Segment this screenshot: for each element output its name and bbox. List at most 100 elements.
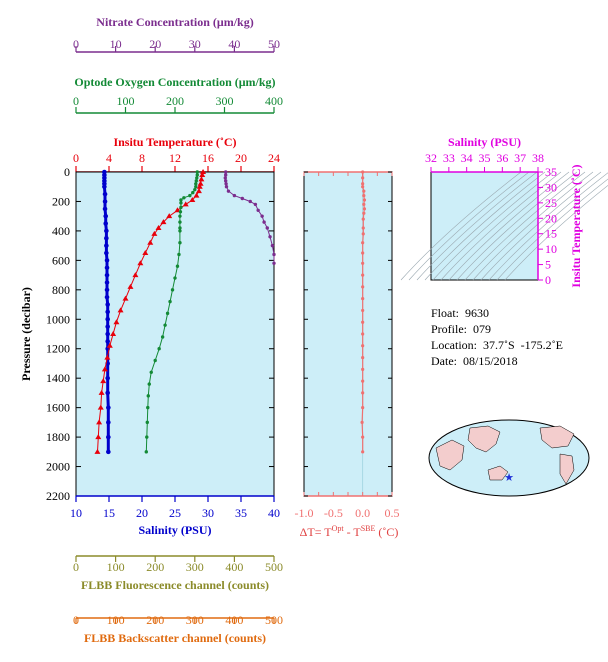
oxygen-point	[178, 210, 183, 214]
salinity-point	[103, 221, 108, 226]
pressure-tick-label: 2200	[46, 489, 70, 503]
nitrate-axis-tick-label: 50	[268, 37, 280, 51]
delta-point	[361, 273, 365, 277]
nitrate-point	[272, 261, 276, 266]
delta-tick-label: 0.5	[385, 506, 400, 520]
temperature-axis-tick-label: 4	[106, 151, 112, 165]
density-contour	[416, 171, 538, 281]
nitrate-axis-tick-label: 30	[189, 37, 201, 51]
delta-point	[361, 226, 365, 230]
oxygen-point	[178, 214, 182, 218]
temperature-point	[132, 272, 139, 278]
temperature-point	[113, 319, 120, 325]
salinity-point	[104, 250, 109, 256]
backscatter-axis-tick-label: 300	[186, 613, 204, 627]
density-contour	[504, 184, 608, 281]
oxygen-point	[195, 173, 199, 177]
map-land-south-america	[559, 453, 575, 485]
salinity-axis-tick-label: 20	[136, 506, 148, 520]
delta-point	[361, 406, 365, 410]
temperature-axis-tick-label: 16	[202, 151, 214, 165]
backscatter-axis-tick-label: 500	[265, 613, 283, 627]
oxygen-point	[195, 170, 199, 174]
temperature-point	[127, 283, 134, 289]
salinity-point	[104, 243, 109, 248]
delta-point	[362, 211, 366, 215]
fluorescence-axis-title: FLBB Fluorescence channel (counts)	[81, 578, 269, 592]
salinity-point	[106, 405, 111, 410]
ts-salinity-tick-label: 38	[532, 151, 544, 165]
oxygen-point	[163, 323, 167, 327]
temperature-point	[182, 201, 189, 207]
oxygen-axis-tick-label: 0	[73, 94, 79, 108]
delta-point	[361, 217, 365, 221]
oxygen-axis-tick-label: 100	[117, 94, 135, 108]
oxygen-point	[178, 226, 182, 230]
salinity-axis-tick-label: 10	[70, 506, 82, 520]
density-contour	[472, 171, 594, 281]
backscatter-axis: 0 100 200 300 400 500 FLBB Backscatter channel…	[73, 613, 283, 645]
salinity-point	[104, 265, 110, 271]
nitrate-point	[270, 243, 275, 248]
map-land-africa	[435, 439, 465, 471]
pressure-tick-label: 400	[52, 224, 70, 238]
salinity-point	[104, 258, 110, 263]
delta-point	[361, 232, 365, 236]
fluorescence-axis-tick-label: 400	[225, 560, 243, 574]
temperature-point	[198, 176, 205, 182]
temperature-point	[98, 389, 105, 395]
ts-temperature-tick-label: 5	[545, 258, 551, 272]
oxygen-point	[175, 264, 180, 268]
density-contour	[424, 171, 546, 281]
delta-axis-title: ΔT= TOpt - TSBE (˚C)	[300, 524, 399, 539]
temperature-point	[137, 260, 144, 266]
profile-series	[94, 169, 276, 455]
salinity-point	[105, 316, 110, 322]
delta-point	[361, 285, 365, 289]
ts-temperature-tick-label: 25	[545, 196, 557, 210]
backscatter-axis-tick-label: 100	[107, 613, 125, 627]
temperature-point	[197, 180, 204, 186]
pressure-tick-label: 800	[52, 283, 70, 297]
density-contour	[408, 171, 530, 281]
nitrate-axis-tick-label: 40	[228, 37, 240, 51]
nitrate-point	[223, 176, 227, 180]
salinity-point	[106, 434, 111, 440]
density-contour	[432, 171, 554, 281]
temperature-axis-tick-label: 8	[139, 151, 145, 165]
oxygen-point	[144, 450, 148, 454]
ts-temperature-tick-label: 0	[545, 273, 551, 287]
oxygen-point	[191, 190, 195, 195]
temperature-axis-tick-label: 20	[235, 151, 247, 165]
pressure-tick-label: 1600	[46, 401, 70, 415]
info-profile: Profile: 079	[431, 322, 491, 336]
nitrate-point	[256, 208, 260, 212]
temperature-point	[193, 192, 200, 198]
oxygen-axis-tick-label: 400	[265, 94, 283, 108]
temperature-axis-title: Insitu Temperature (˚C)	[113, 135, 236, 149]
fluorescence-axis-tick-label: 100	[107, 560, 125, 574]
oxygen-point	[178, 229, 182, 233]
delta-point	[362, 202, 366, 206]
temperature-point	[196, 183, 203, 189]
density-contour	[440, 171, 562, 281]
ts-salinity-tick-label: 34	[461, 151, 473, 165]
info-float: Float: 9630	[431, 306, 490, 320]
ts-temperature-tick-label: 20	[545, 211, 557, 225]
delta-point	[360, 420, 364, 424]
temperature-point	[200, 169, 207, 174]
backscatter-axis-title: FLBB Backscatter channel (counts)	[84, 631, 266, 645]
temperature-point	[95, 434, 102, 440]
oxygen-point	[165, 311, 170, 316]
temperature-point	[117, 307, 124, 313]
oxygen-point	[178, 220, 182, 224]
oxygen-point	[179, 205, 183, 210]
delta-point	[361, 297, 365, 301]
temperature-point	[155, 224, 162, 230]
fluorescence-axis-tick-label: 0	[73, 560, 79, 574]
delta-point	[361, 176, 365, 180]
delta-point	[362, 198, 367, 202]
nitrate-axis-tick-label: 0	[73, 37, 79, 51]
nitrate-point	[223, 170, 228, 174]
